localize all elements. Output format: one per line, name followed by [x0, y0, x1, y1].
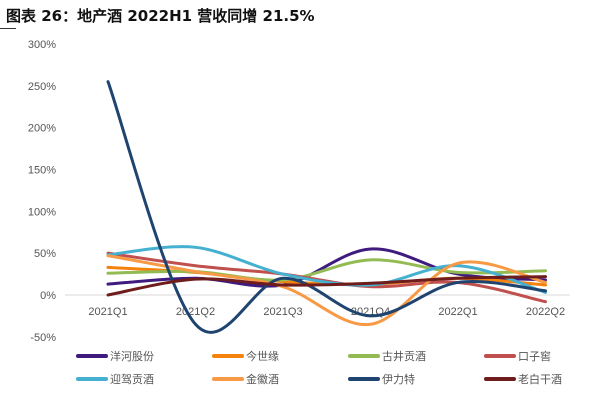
x-tick-label: 2022Q2	[526, 306, 565, 318]
y-tick-label: 0%	[40, 290, 56, 302]
x-tick-label: 2021Q2	[176, 306, 215, 318]
y-tick-label: 200%	[28, 123, 56, 135]
title-underline	[0, 28, 16, 29]
series-line	[106, 254, 547, 326]
y-tick-label: -50%	[30, 332, 56, 344]
legend-label: 今世缘	[246, 349, 279, 363]
x-tick-label: 2022Q1	[438, 306, 477, 318]
series-line	[106, 275, 547, 297]
y-tick-label: 250%	[28, 81, 56, 93]
legend-label: 金徽酒	[246, 372, 279, 386]
y-tick-label: 100%	[28, 206, 56, 218]
chart-title: 图表 26：地产酒 2022H1 营收同增 21.5%	[6, 7, 315, 25]
y-tick-label: 300%	[28, 39, 56, 51]
legend-label: 古井贡酒	[382, 349, 426, 363]
legend-label: 口子窖	[518, 349, 551, 363]
y-tick-label: 150%	[28, 165, 56, 177]
x-tick-label: 2021Q1	[88, 306, 127, 318]
legend-label: 迎驾贡酒	[110, 373, 154, 386]
legend-label: 伊力特	[382, 372, 415, 386]
y-tick-label: 50%	[34, 248, 56, 260]
legend-label: 洋河股份	[110, 349, 154, 363]
series-line	[106, 245, 547, 294]
legend-label: 老白干酒	[518, 372, 562, 386]
x-tick-label: 2021Q3	[263, 306, 302, 318]
series-line	[106, 80, 547, 334]
